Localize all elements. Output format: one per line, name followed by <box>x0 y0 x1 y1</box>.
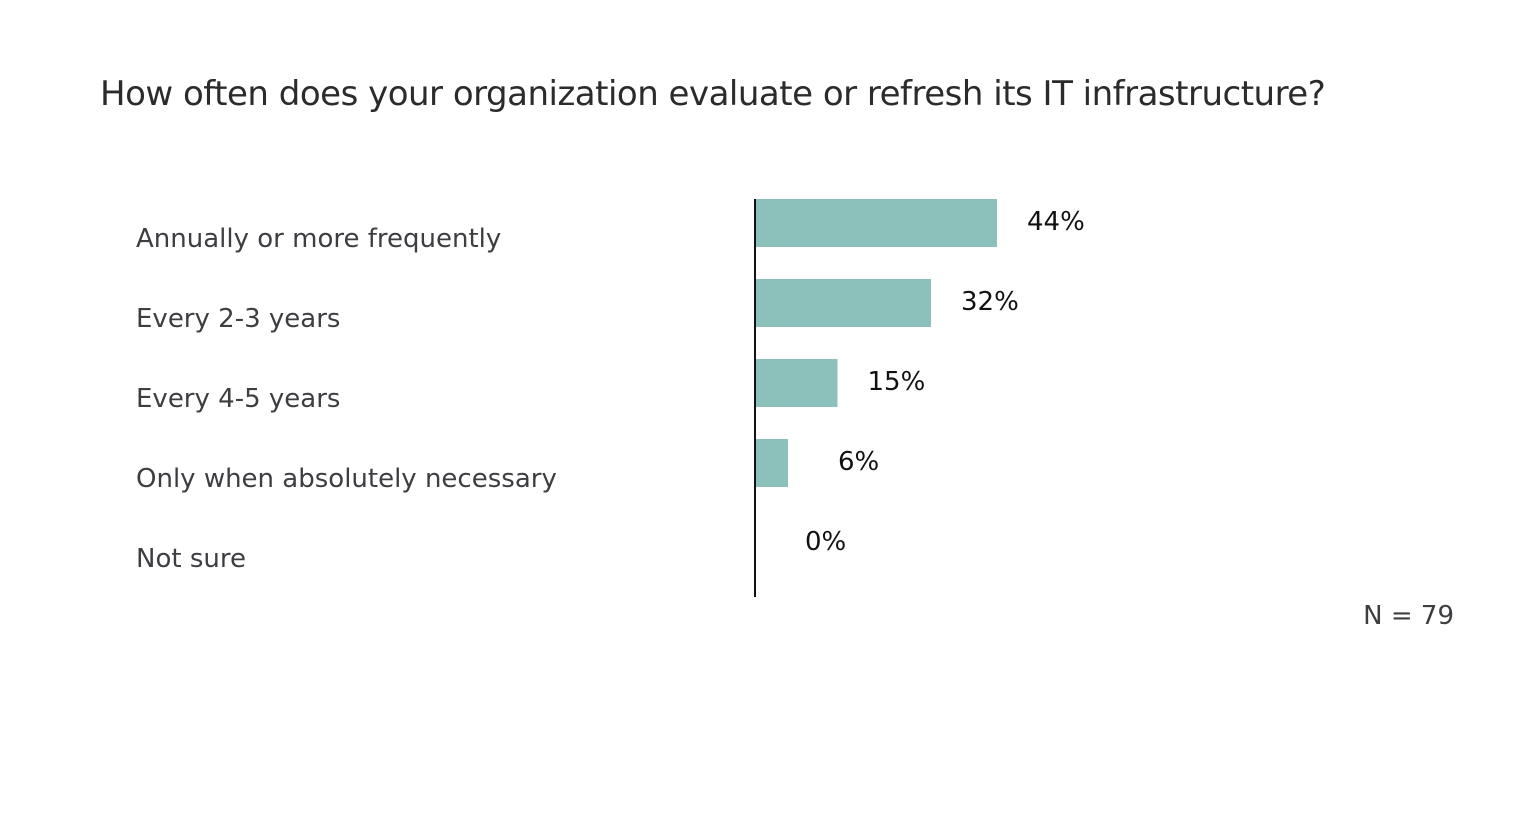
bar <box>756 279 931 327</box>
bar <box>756 439 788 487</box>
data-label: 32% <box>961 287 1019 317</box>
bar <box>756 359 838 407</box>
category-label: Every 2-3 years <box>136 304 340 334</box>
category-label: Annually or more frequently <box>136 224 501 254</box>
data-label: 0% <box>805 527 846 557</box>
chart-title: How often does your organization evaluat… <box>100 74 1326 114</box>
data-label: 44% <box>1027 207 1085 237</box>
bars <box>756 199 997 487</box>
sample-size-note: N = 79 <box>1363 601 1454 631</box>
category-label: Every 4-5 years <box>136 384 340 414</box>
category-label: Not sure <box>136 544 246 574</box>
data-label: 15% <box>868 367 926 397</box>
category-labels: Annually or more frequently Every 2-3 yea… <box>136 224 557 574</box>
category-label: Only when absolutely necessary <box>136 464 557 494</box>
value-labels: 44% 32% 15% 6% 0% <box>805 207 1085 557</box>
bar <box>756 199 997 247</box>
data-label: 6% <box>838 447 879 477</box>
